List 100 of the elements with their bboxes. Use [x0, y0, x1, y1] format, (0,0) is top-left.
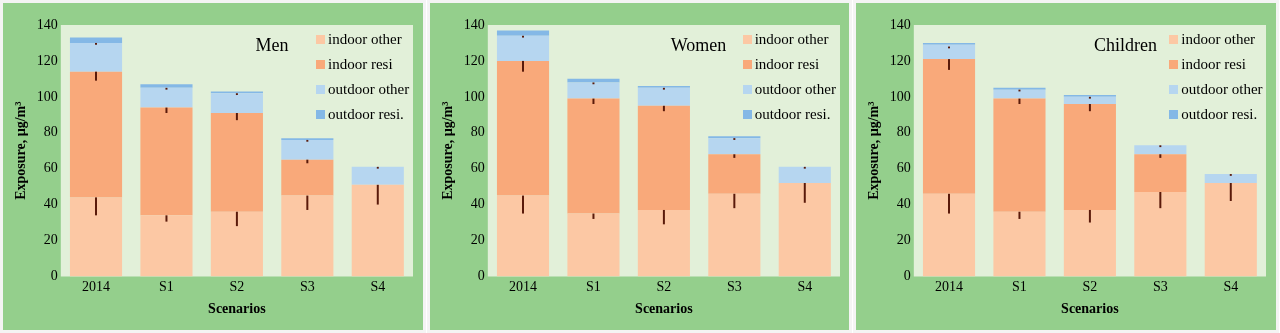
x-tick-label: S4	[1223, 279, 1239, 295]
x-tick-label: S1	[159, 279, 174, 295]
bar	[1064, 104, 1117, 210]
bar	[567, 98, 620, 214]
bar	[1205, 174, 1258, 184]
y-axis-title: Exposure, µg/m³	[439, 101, 455, 200]
bar	[567, 82, 620, 99]
bar	[210, 93, 263, 113]
y-tick-label: 100	[36, 88, 58, 104]
bar	[496, 195, 549, 277]
x-axis-title: Scenarios	[1061, 301, 1120, 317]
bar	[637, 87, 690, 106]
y-tick-label: 60	[43, 160, 58, 176]
bar	[281, 139, 334, 160]
y-tick-label: 80	[43, 124, 58, 140]
y-tick-label: 20	[897, 232, 912, 248]
bar	[1205, 183, 1258, 277]
legend-label: outdoor resi.	[328, 106, 404, 122]
bar	[496, 60, 549, 196]
bar	[778, 166, 831, 184]
text: Men	[255, 35, 289, 56]
bar	[637, 105, 690, 210]
y-tick-label: 120	[890, 52, 912, 68]
y-tick-label: 60	[470, 160, 485, 176]
bar	[1064, 96, 1117, 105]
y-tick-label: 0	[477, 268, 485, 284]
bar	[69, 197, 123, 277]
x-tick-label: S3	[726, 279, 742, 295]
bar	[993, 211, 1046, 277]
bar	[210, 211, 263, 277]
x-axis-title: Scenarios	[634, 301, 693, 317]
bar	[707, 138, 761, 155]
x-tick-label: S2	[229, 279, 245, 295]
bar	[993, 98, 1046, 212]
bar	[567, 213, 620, 277]
bar	[496, 35, 549, 61]
legend-label: indoor resi	[328, 56, 393, 72]
x-tick-label: S2	[656, 279, 671, 295]
y-tick-label: 40	[43, 196, 58, 212]
bar	[923, 59, 976, 194]
bar	[637, 209, 690, 277]
legend-label: outdoor other	[1181, 81, 1263, 97]
y-tick-label: 40	[470, 196, 485, 212]
legend-label: outdoor other	[328, 81, 410, 97]
bar	[707, 154, 761, 194]
legend-label: indoor other	[1181, 31, 1256, 47]
text: Children	[1093, 35, 1157, 56]
y-tick-label: 20	[470, 232, 485, 248]
x-tick-label: 2014	[82, 279, 111, 295]
y-tick-label: 100	[463, 88, 485, 104]
y-tick-label: 140	[36, 16, 58, 32]
bar	[281, 159, 334, 196]
x-tick-label: S3	[299, 279, 315, 295]
bar	[140, 87, 193, 108]
bar	[69, 42, 123, 72]
bar	[140, 215, 193, 277]
x-axis-title: Scenarios	[208, 301, 267, 317]
legend-label: indoor resi	[1181, 56, 1246, 72]
bar	[1134, 145, 1187, 155]
bar	[281, 195, 334, 277]
bar	[210, 112, 263, 212]
y-tick-label: 120	[463, 52, 485, 68]
y-tick-label: 60	[897, 160, 912, 176]
x-tick-label: S2	[1082, 279, 1098, 295]
y-tick-label: 80	[897, 124, 912, 140]
y-tick-label: 0	[904, 268, 912, 284]
x-tick-label: 2014	[508, 279, 537, 295]
x-tick-label: S4	[370, 279, 386, 295]
bar	[923, 193, 976, 277]
bar	[923, 44, 976, 60]
y-tick-label: 140	[463, 16, 485, 32]
x-tick-label: S1	[585, 279, 601, 295]
legend-label: indoor other	[754, 31, 829, 47]
bar	[993, 89, 1046, 99]
y-axis-title: Exposure, µg/m³	[866, 101, 882, 200]
y-tick-label: 140	[890, 16, 912, 32]
y-tick-label: 40	[897, 196, 912, 212]
y-axis-title: Exposure, µg/m³	[13, 101, 29, 200]
y-tick-label: 120	[36, 52, 58, 68]
legend-label: outdoor resi.	[1181, 106, 1258, 122]
bar	[140, 84, 193, 88]
bar	[140, 107, 193, 216]
bar	[1134, 154, 1187, 192]
legend-label: indoor other	[328, 31, 402, 47]
y-tick-label: 0	[50, 268, 58, 284]
text: Women	[670, 35, 727, 56]
bar	[778, 183, 831, 277]
legend-label: indoor resi	[754, 56, 820, 72]
y-tick-label: 100	[890, 88, 912, 104]
x-tick-label: S1	[1012, 279, 1028, 295]
y-tick-label: 20	[43, 232, 58, 248]
legend-label: outdoor resi.	[754, 106, 831, 122]
x-tick-label: S4	[797, 279, 812, 295]
bar	[351, 166, 404, 185]
bar	[1064, 209, 1117, 277]
x-tick-label: S3	[1153, 279, 1169, 295]
bar	[69, 71, 123, 198]
bar	[707, 193, 761, 277]
y-tick-label: 80	[470, 124, 485, 140]
bar	[1134, 192, 1187, 277]
